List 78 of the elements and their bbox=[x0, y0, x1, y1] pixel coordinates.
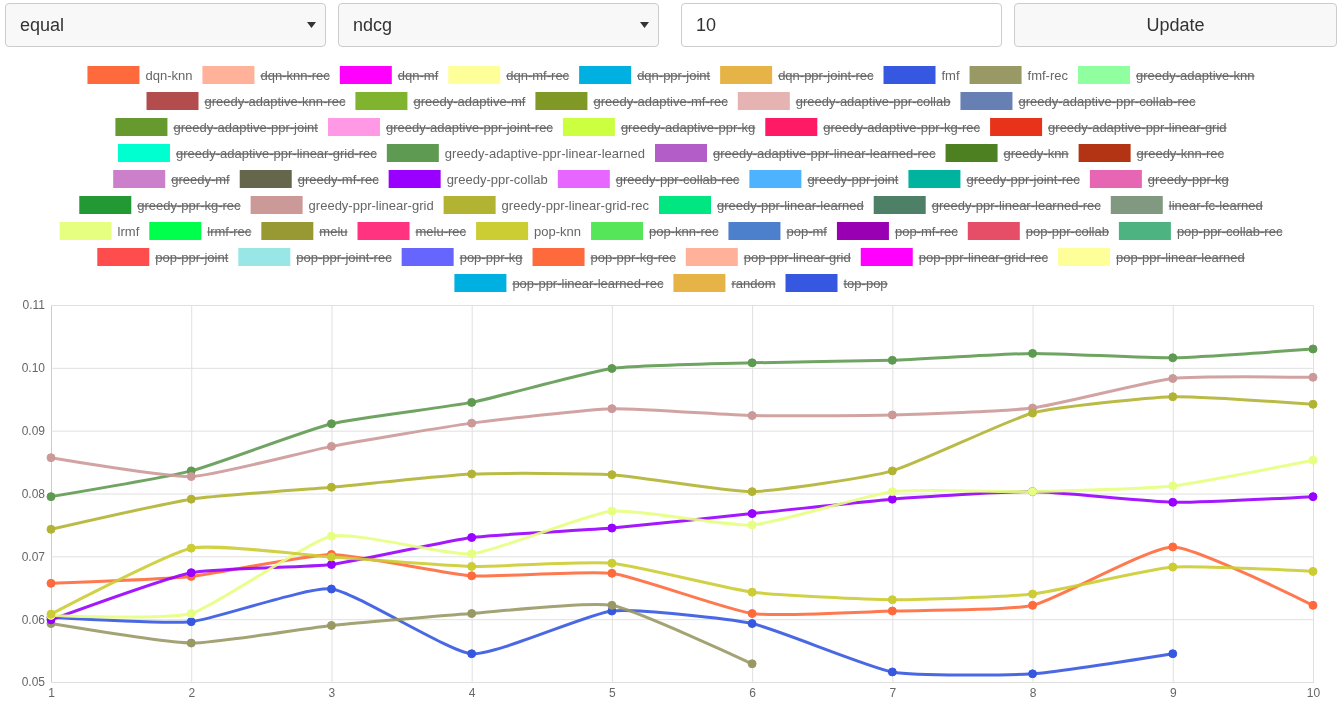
legend-label: dqn-mf bbox=[397, 68, 439, 83]
legend-label: pop-ppr-linear-grid bbox=[743, 250, 851, 265]
legend-label: greedy-adaptive-ppr-kg bbox=[620, 120, 756, 135]
legend-label: greedy-adaptive-ppr-joint bbox=[173, 120, 319, 135]
legend-label: greedy-adaptive-knn-rec bbox=[204, 94, 346, 109]
y-tick-label: 0.08 bbox=[21, 486, 46, 501]
legend-label: fmf bbox=[941, 68, 960, 83]
text-field: 10 bbox=[681, 3, 1002, 47]
legend-label: greedy-knn bbox=[1003, 146, 1069, 161]
y-tick-label: 0.07 bbox=[21, 549, 46, 564]
x-tick-label: 6 bbox=[749, 685, 757, 700]
x-tick-label: 5 bbox=[609, 685, 617, 700]
legend-label: dqn-ppr-joint-rec bbox=[778, 68, 875, 83]
dropdown-field: ndcg bbox=[338, 3, 659, 47]
legend-label: pop-ppr-joint bbox=[155, 250, 229, 265]
legend-label: dqn-knn bbox=[145, 68, 193, 83]
legend-label: lrmf bbox=[117, 224, 140, 239]
legend-label: greedy-ppr-joint-rec bbox=[966, 172, 1081, 187]
legend-label: pop-ppr-collab bbox=[1025, 224, 1109, 239]
legend-label: greedy-adaptive-ppr-kg-rec bbox=[823, 120, 981, 135]
legend-label: pop-ppr-joint-rec bbox=[296, 250, 393, 265]
legend-label: greedy-ppr-joint bbox=[807, 172, 899, 187]
legend-label: pop-ppr-linear-learned-rec bbox=[512, 276, 664, 291]
legend-label: greedy-knn-rec bbox=[1136, 146, 1225, 161]
legend-label: greedy-ppr-linear-learned-rec bbox=[931, 198, 1102, 213]
legend-label: pop-ppr-kg-rec bbox=[590, 250, 677, 265]
update-button: Update bbox=[1014, 3, 1337, 47]
legend-label: lrmf-rec bbox=[207, 224, 252, 239]
y-tick-label: 0.11 bbox=[22, 298, 46, 313]
legend-label: dqn-mf-rec bbox=[506, 68, 570, 83]
legend-label: greedy-ppr-kg-rec bbox=[137, 198, 242, 213]
x-tick-label: 9 bbox=[1169, 685, 1177, 700]
x-tick-label: 7 bbox=[889, 685, 897, 700]
y-tick-label: 0.10 bbox=[21, 361, 46, 376]
legend-label: greedy-adaptive-ppr-collab-rec bbox=[1018, 94, 1196, 109]
legend-label: top-pop bbox=[843, 276, 888, 291]
legend-label: greedy-ppr-collab bbox=[446, 172, 548, 187]
legend-label: greedy-ppr-linear-grid-rec bbox=[501, 198, 650, 213]
legend-label: greedy-ppr-kg bbox=[1147, 172, 1229, 187]
y-tick-label: 0.09 bbox=[21, 424, 46, 439]
y-tick-label: 0.05 bbox=[21, 675, 46, 690]
x-tick-label: 2 bbox=[188, 685, 196, 700]
legend-label: greedy-adaptive-ppr-collab bbox=[795, 94, 951, 109]
legend-label: greedy-adaptive-ppr-joint-rec bbox=[385, 120, 554, 135]
legend-label: melu-rec bbox=[415, 224, 467, 239]
legend-label: pop-ppr-linear-learned bbox=[1116, 250, 1245, 265]
legend-label: pop-mf-rec bbox=[894, 224, 959, 239]
legend-label: fmf-rec bbox=[1027, 68, 1069, 83]
legend-label: greedy-adaptive-mf bbox=[413, 94, 526, 109]
legend-label: pop-ppr-kg bbox=[459, 250, 523, 265]
legend-label: greedy-adaptive-ppr-linear-grid bbox=[1048, 120, 1227, 135]
legend-label: random bbox=[731, 276, 776, 291]
legend-label: greedy-adaptive-ppr-linear-learned-rec bbox=[713, 146, 937, 161]
legend-label: pop-ppr-linear-grid-rec bbox=[918, 250, 1049, 265]
legend-label: pop-knn bbox=[534, 224, 582, 239]
legend-label: greedy-ppr-linear-learned bbox=[717, 198, 864, 213]
dropdown-field: equal bbox=[5, 3, 326, 47]
legend-label: dqn-knn-rec bbox=[260, 68, 331, 83]
legend-label: dqn-ppr-joint bbox=[637, 68, 711, 83]
legend-label: greedy-mf-rec bbox=[297, 172, 380, 187]
x-tick-label: 10 bbox=[1306, 685, 1321, 700]
legend-label: greedy-ppr-collab-rec bbox=[615, 172, 740, 187]
legend-label: greedy-adaptive-ppr-linear-learned bbox=[444, 146, 645, 161]
x-tick-label: 4 bbox=[468, 685, 476, 700]
y-tick-label: 0.06 bbox=[21, 612, 46, 627]
legend-label: greedy-ppr-linear-grid bbox=[308, 198, 434, 213]
legend-label: greedy-adaptive-ppr-linear-grid-rec bbox=[175, 146, 378, 161]
legend-label: pop-ppr-collab-rec bbox=[1176, 224, 1283, 239]
legend-label: pop-mf bbox=[786, 224, 828, 239]
legend-label: greedy-adaptive-mf-rec bbox=[593, 94, 729, 109]
legend-label: linear-fc-learned bbox=[1168, 198, 1263, 213]
legend-label: melu bbox=[319, 224, 348, 239]
legend-label: greedy-adaptive-knn bbox=[1136, 68, 1255, 83]
x-tick-label: 3 bbox=[328, 685, 336, 700]
legend-label: greedy-mf bbox=[171, 172, 231, 187]
x-tick-label: 1 bbox=[48, 685, 56, 700]
x-tick-label: 8 bbox=[1029, 685, 1037, 700]
legend-label: pop-knn-rec bbox=[649, 224, 719, 239]
